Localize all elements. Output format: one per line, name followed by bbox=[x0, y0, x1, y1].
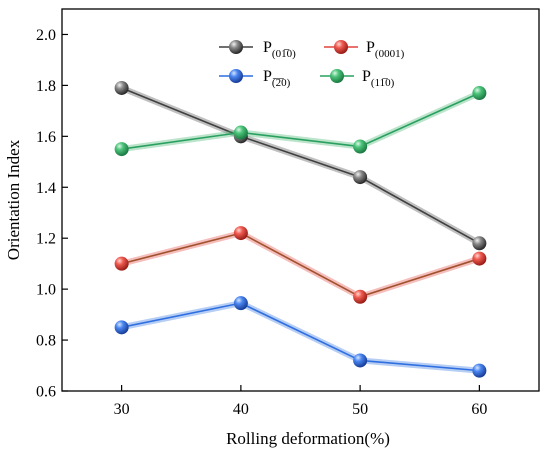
legend-label-2-sub: (0001) bbox=[375, 48, 405, 60]
x-tick-label: 30 bbox=[114, 401, 130, 418]
series-3 bbox=[114, 296, 487, 378]
y-tick-label: 0.6 bbox=[36, 384, 56, 401]
legend-marker-3 bbox=[229, 69, 243, 83]
legend-label-3-main: P bbox=[263, 68, 272, 85]
series-4-point bbox=[114, 142, 129, 157]
series-1-glow bbox=[120, 85, 481, 246]
ticks-layer: 30 40 50 60 0.6 0.8 1.0 1.2 1.4 1.6 1.8 2.0 bbox=[36, 27, 487, 418]
legend-label-3: P(̅2̅0) bbox=[263, 68, 291, 89]
series-4-line bbox=[121, 92, 480, 150]
series-1-point bbox=[353, 170, 368, 185]
y-tick-label: 2.0 bbox=[36, 27, 56, 44]
y-tick-label: 1.6 bbox=[36, 129, 56, 146]
legend-label-4-main: P bbox=[362, 68, 371, 85]
series-3-point bbox=[353, 353, 368, 368]
series-3-point bbox=[472, 363, 487, 378]
legend-label-1-main: P bbox=[263, 39, 272, 56]
x-axis-title: Rolling deformation(%) bbox=[226, 429, 390, 448]
series-2-point bbox=[233, 226, 248, 241]
series-1 bbox=[114, 80, 487, 251]
series-2 bbox=[114, 226, 487, 304]
y-axis-title: Orientation Index bbox=[4, 139, 23, 260]
series-3-glow bbox=[121, 300, 480, 374]
legend-marker-1 bbox=[229, 40, 243, 54]
series-2-point bbox=[353, 289, 368, 304]
legend-label-2-main: P bbox=[366, 39, 375, 56]
series-1-point bbox=[114, 80, 129, 95]
legend-item-2: P(0001) bbox=[324, 39, 405, 60]
series-2-line bbox=[121, 232, 480, 298]
series-3-line bbox=[121, 302, 480, 372]
y-tick-label: 1.4 bbox=[36, 180, 56, 197]
legend-marker-2 bbox=[334, 40, 348, 54]
series-2-point bbox=[472, 251, 487, 266]
plot-frame bbox=[61, 8, 540, 392]
x-tick-label: 40 bbox=[233, 401, 249, 418]
legend-label-1-sub: (01̅0) bbox=[272, 48, 296, 60]
y-tick-label: 1.2 bbox=[36, 231, 56, 248]
x-tick-label: 60 bbox=[471, 401, 487, 418]
legend-label-1: P(01̅0) bbox=[263, 39, 296, 60]
y-tick-label: 0.8 bbox=[36, 333, 56, 350]
series-4-point bbox=[472, 86, 487, 101]
legend-item-4: P(11̅0) bbox=[320, 68, 395, 89]
y-tick-label: 1.8 bbox=[36, 78, 56, 95]
series-3-point bbox=[233, 296, 248, 311]
series-4-point bbox=[353, 139, 368, 154]
legend-marker-4 bbox=[330, 69, 344, 83]
series-4 bbox=[114, 86, 487, 157]
series-1-line bbox=[121, 87, 480, 244]
legend-label-2: P(0001) bbox=[366, 39, 405, 60]
x-tick-label: 50 bbox=[352, 401, 368, 418]
series-2-point bbox=[114, 256, 129, 271]
legend-label-4: P(11̅0) bbox=[362, 68, 395, 89]
legend-label-3-sub: (̅2̅0) bbox=[272, 77, 291, 89]
series-1-point bbox=[472, 236, 487, 251]
legend: P(01̅0) P(0001) P(̅2̅0) P(11̅0) bbox=[219, 39, 405, 89]
legend-label-4-sub: (11̅0) bbox=[371, 77, 395, 89]
series-layer bbox=[114, 80, 487, 378]
series-4-point bbox=[233, 125, 248, 140]
series-4-glow bbox=[121, 90, 481, 153]
series-3-point bbox=[114, 320, 129, 335]
legend-item-1: P(01̅0) bbox=[219, 39, 296, 60]
legend-item-3: P(̅2̅0) bbox=[219, 68, 291, 89]
y-tick-label: 1.0 bbox=[36, 282, 56, 299]
